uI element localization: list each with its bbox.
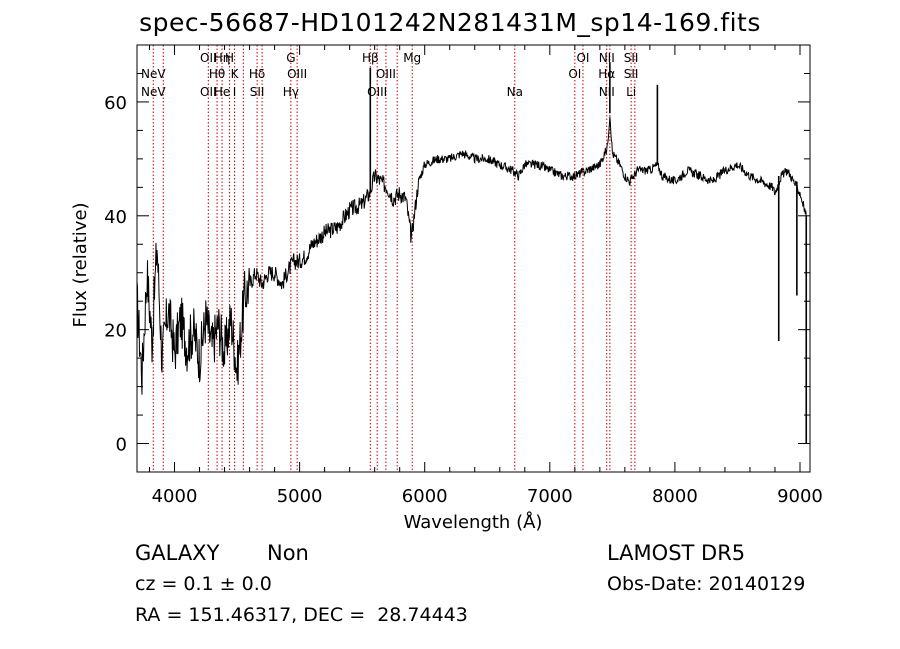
line-marker-label: OI [576,51,589,65]
line-marker-label: OII [200,51,217,65]
line-marker-label: NII [599,85,615,99]
line-marker-label: Na [507,85,523,99]
emission-line-labels: NeV NeV OII OII Hθ Hη He HKI Hδ SII G Hγ OIII Hβ OIII O… [141,51,638,99]
x-axis-ticks: 4000 5000 6000 7000 8000 9000 [149,45,823,507]
obs-date-text: Obs-Date: 20140129 [607,573,806,595]
plot-frame [136,44,811,473]
line-marker-label: Hα [598,67,615,81]
line-marker-label: He [214,85,230,99]
spectrum-series [136,62,808,444]
line-marker-label: Hγ [283,85,299,99]
coordinates-text: RA = 151.46317, DEC = 28.74443 [135,604,468,626]
line-marker-label: Hθ [209,67,225,81]
x-tick-label: 4000 [152,486,198,507]
spectrum-line [136,116,807,395]
line-marker-label: Hβ [362,51,379,65]
line-marker-label: H [225,51,234,65]
line-marker-label: Hδ [249,67,265,81]
line-marker-label: NeV [141,67,166,81]
line-marker-label: NeV [141,85,166,99]
x-tick-label: 9000 [777,486,823,507]
x-tick-label: 5000 [277,486,323,507]
line-marker-label: G [286,51,295,65]
line-marker-label: NII [599,51,615,65]
y-tick-label: 40 [104,207,127,228]
line-marker-label: OII [200,85,217,99]
y-axis-ticks: 0 20 40 60 [104,44,810,473]
survey-label: LAMOST DR5 [607,541,746,565]
line-marker-label: Li [626,85,636,99]
line-marker-label: OI [568,67,581,81]
line-marker-label: I [233,85,237,99]
y-tick-label: 0 [116,435,127,456]
y-tick-label: 20 [104,321,127,342]
redshift-text: cz = 0.1 ± 0.0 [135,573,272,595]
line-marker-label: K [231,67,240,81]
y-tick-label: 60 [104,93,127,114]
subclass-label: Non [267,541,309,565]
line-marker-label: OIII [287,67,307,81]
line-marker-label: OIII [376,67,396,81]
chart-title: spec-56687-HD101242N281431M_sp14-169.fit… [139,8,761,37]
x-tick-label: 6000 [402,486,448,507]
x-tick-label: 8000 [652,486,698,507]
line-marker-label: Hη [214,51,231,65]
x-axis-label: Wavelength (Å) [404,511,543,533]
class-label: GALAXY [135,541,220,565]
line-marker-label: OIII [367,85,387,99]
line-marker-label: Mg [403,51,421,65]
x-tick-label: 7000 [527,486,573,507]
emission-line-markers [152,45,636,472]
line-marker-label: SII [250,85,265,99]
line-marker-label: SII [624,67,639,81]
line-marker-label: SII [624,51,639,65]
y-axis-label: Flux (relative) [70,202,91,327]
